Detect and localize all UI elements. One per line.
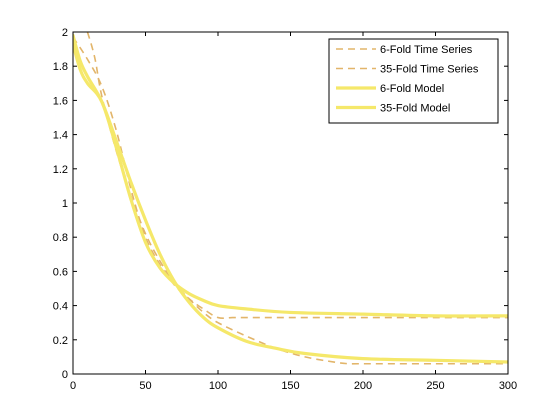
y-tick-label: 1.6 — [53, 95, 68, 107]
legend-label: 6-Fold Model — [380, 83, 444, 95]
x-tick-label: 200 — [354, 380, 372, 392]
y-tick-label: 1.2 — [53, 164, 68, 176]
legend-label: 35-Fold Time Series — [380, 64, 479, 76]
y-tick-label: 0.6 — [53, 266, 68, 278]
y-tick-label: 0.8 — [53, 232, 68, 244]
x-tick-label: 100 — [209, 380, 227, 392]
y-tick-label: 1.8 — [53, 61, 68, 73]
y-tick-label: 1.4 — [53, 130, 68, 142]
y-tick-label: 2 — [62, 27, 68, 39]
y-tick-label: 0.2 — [53, 335, 68, 347]
x-tick-label: 250 — [426, 380, 444, 392]
y-tick-label: 0.4 — [53, 301, 68, 313]
legend-label: 6-Fold Time Series — [380, 44, 473, 56]
y-tick-label: 1 — [62, 198, 68, 210]
x-tick-label: 0 — [70, 380, 76, 392]
x-tick-label: 150 — [281, 380, 299, 392]
legend: 6-Fold Time Series 35-Fold Time Series 6-F… — [329, 39, 498, 123]
y-tick-label: 0 — [62, 369, 68, 381]
x-tick-label: 300 — [499, 380, 517, 392]
x-tick-label: 50 — [139, 380, 151, 392]
legend-label: 35-Fold Model — [380, 103, 450, 115]
